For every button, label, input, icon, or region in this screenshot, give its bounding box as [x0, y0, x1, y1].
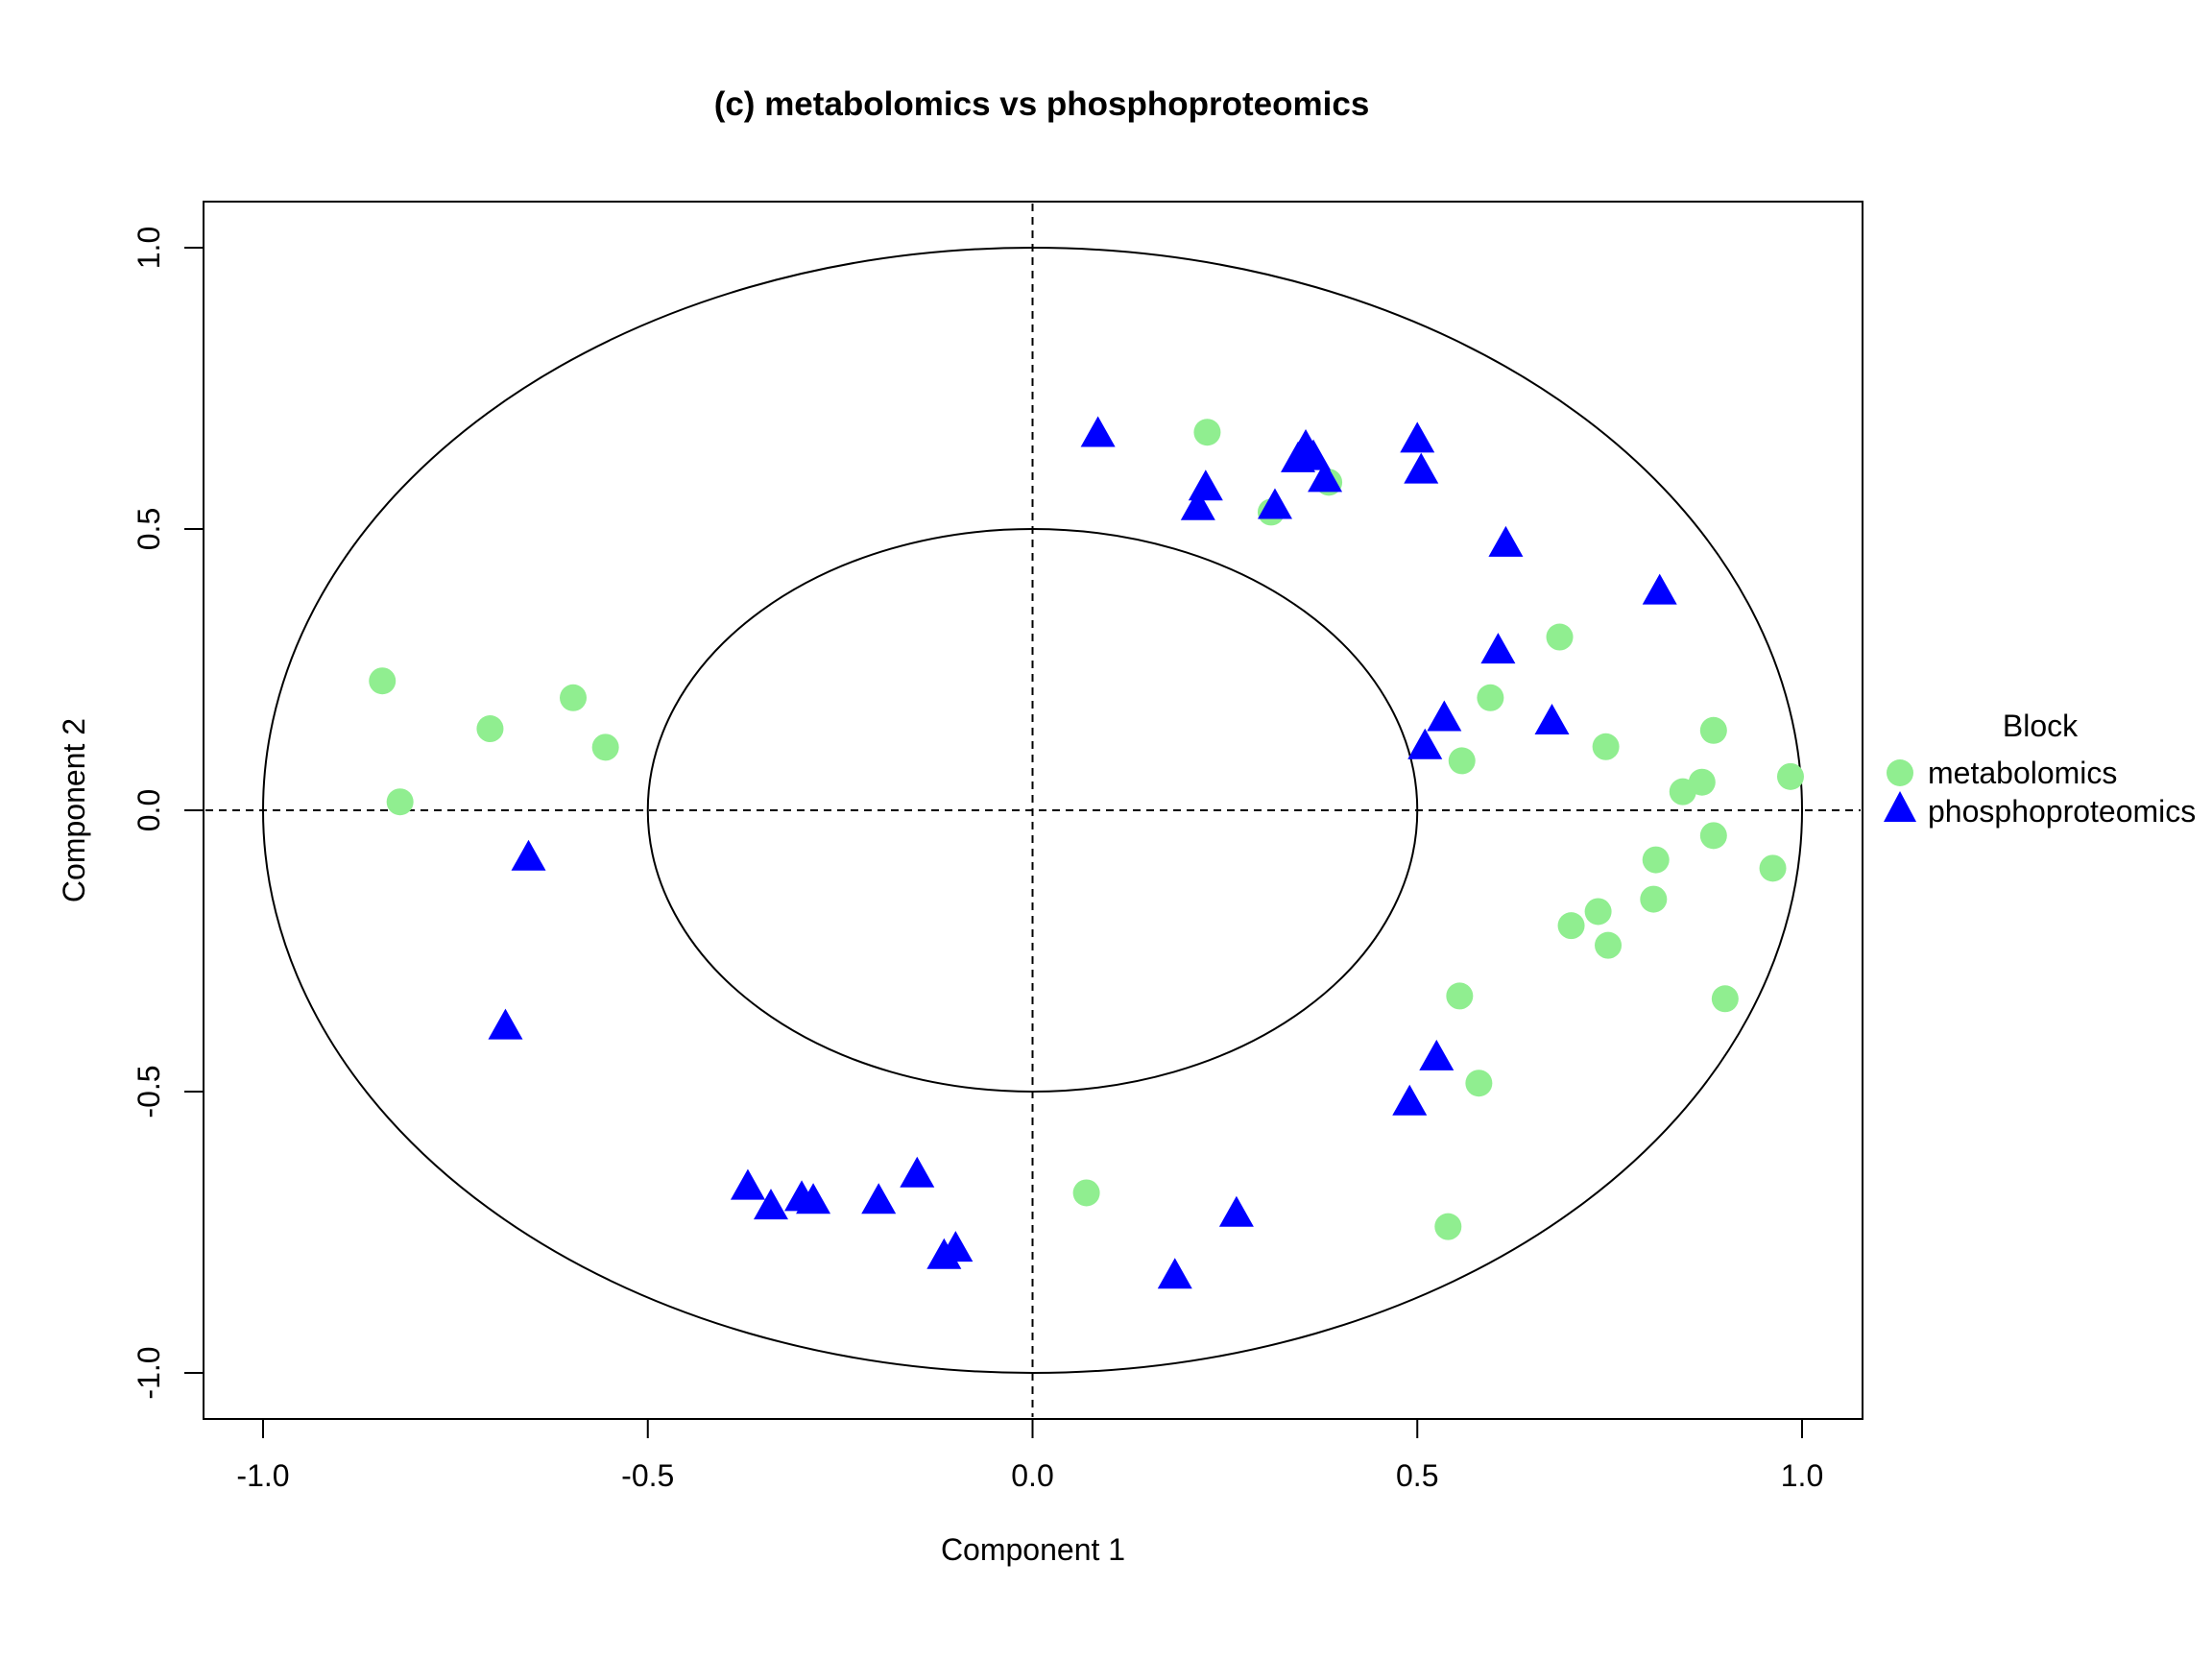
point-metabolomics [1776, 762, 1804, 790]
x-axis-label: Component 1 [941, 1532, 1125, 1567]
y-axis: -1.0 -0.5 0.0 0.5 1.0 [132, 227, 204, 1400]
point-phosphoproteomics [1642, 573, 1677, 605]
point-metabolomics [1446, 982, 1474, 1010]
x-tick-label: 0.5 [1396, 1458, 1438, 1493]
point-metabolomics [1759, 854, 1787, 882]
point-phosphoproteomics [1157, 1258, 1192, 1289]
point-metabolomics [1640, 885, 1668, 913]
legend-label-phosphoproteomics: phosphoproteomics [1928, 794, 2196, 829]
point-phosphoproteomics [796, 1183, 831, 1214]
data-points [369, 416, 1804, 1289]
y-tick-label: 0.5 [132, 508, 166, 550]
x-tick-label: 1.0 [1781, 1458, 1823, 1493]
point-metabolomics [1465, 1070, 1493, 1097]
point-metabolomics [1711, 985, 1739, 1013]
point-phosphoproteomics [511, 839, 546, 871]
point-metabolomics [1642, 846, 1670, 874]
point-metabolomics [1546, 623, 1574, 651]
point-phosphoproteomics [753, 1189, 788, 1220]
point-metabolomics [1688, 768, 1716, 796]
point-metabolomics [1699, 822, 1727, 850]
y-tick-label: -1.0 [132, 1346, 166, 1399]
y-tick-label: 1.0 [132, 227, 166, 269]
point-phosphoproteomics [1188, 469, 1223, 501]
series-metabolomics [369, 419, 1804, 1240]
point-phosphoproteomics [1419, 1039, 1455, 1070]
point-metabolomics [386, 788, 414, 816]
x-tick-label: -1.0 [236, 1458, 289, 1493]
point-phosphoproteomics [1407, 728, 1443, 759]
point-phosphoproteomics [1480, 633, 1516, 664]
point-metabolomics [476, 715, 504, 743]
point-phosphoproteomics [730, 1168, 765, 1200]
series-phosphoproteomics [488, 416, 1677, 1289]
point-metabolomics [1699, 716, 1727, 744]
point-phosphoproteomics [1080, 416, 1116, 447]
point-phosphoproteomics [861, 1183, 897, 1214]
y-tick-label: 0.0 [132, 789, 166, 831]
point-phosphoproteomics [1218, 1195, 1254, 1227]
point-phosphoproteomics [1400, 421, 1435, 453]
x-tick-label: -0.5 [621, 1458, 674, 1493]
point-metabolomics [1557, 912, 1585, 940]
point-phosphoproteomics [1427, 700, 1462, 732]
point-phosphoproteomics [900, 1156, 935, 1188]
legend: Block metabolomics phosphoproteomics [1884, 709, 2196, 829]
legend-marker-phosphoproteomics [1884, 791, 1916, 822]
point-phosphoproteomics [1180, 489, 1215, 520]
point-phosphoproteomics [938, 1231, 974, 1262]
point-metabolomics [1072, 1179, 1100, 1207]
x-axis: -1.0 -0.5 0.0 0.5 1.0 [236, 1418, 1823, 1493]
point-phosphoproteomics [1308, 461, 1343, 493]
point-metabolomics [560, 684, 588, 711]
point-metabolomics [1448, 747, 1476, 775]
reference-lines [205, 204, 1861, 1417]
point-phosphoproteomics [1534, 703, 1570, 734]
point-phosphoproteomics [1257, 488, 1292, 519]
y-tick-label: -0.5 [132, 1065, 166, 1118]
point-metabolomics [369, 667, 397, 695]
point-phosphoproteomics [1404, 452, 1439, 484]
point-phosphoproteomics [1392, 1084, 1428, 1116]
point-metabolomics [1584, 898, 1612, 926]
legend-label-metabolomics: metabolomics [1928, 756, 2117, 790]
point-metabolomics [1595, 931, 1623, 959]
point-metabolomics [591, 733, 619, 761]
point-phosphoproteomics [488, 1008, 523, 1040]
point-metabolomics [1434, 1213, 1462, 1240]
point-metabolomics [1477, 684, 1504, 711]
legend-title: Block [2003, 709, 2079, 743]
point-phosphoproteomics [1488, 525, 1524, 557]
x-tick-label: 0.0 [1011, 1458, 1053, 1493]
point-phosphoproteomics [1296, 439, 1332, 470]
legend-marker-metabolomics [1887, 759, 1913, 786]
point-metabolomics [1592, 733, 1620, 760]
y-axis-label: Component 2 [57, 718, 91, 902]
point-metabolomics [1193, 419, 1221, 446]
chart-title: (c) metabolomics vs phosphoproteomics [714, 85, 1370, 123]
